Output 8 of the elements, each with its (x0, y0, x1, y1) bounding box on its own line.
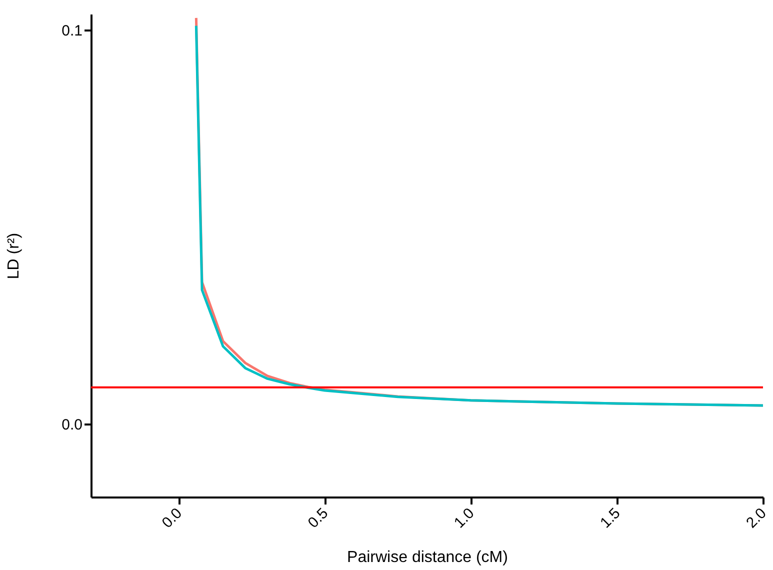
x-tick-label: 1.5 (597, 504, 624, 532)
x-tick-label: 0.5 (304, 504, 332, 532)
x-tick-label: 0.0 (158, 504, 186, 532)
x-tick-label: 1.0 (450, 504, 478, 532)
x-axis-title: Pairwise distance (cM) (347, 548, 508, 566)
x-tick-label: 2.0 (743, 504, 770, 532)
y-tick-label: 0.1 (62, 22, 82, 40)
y-axis-title: LD (r²) (6, 232, 23, 280)
